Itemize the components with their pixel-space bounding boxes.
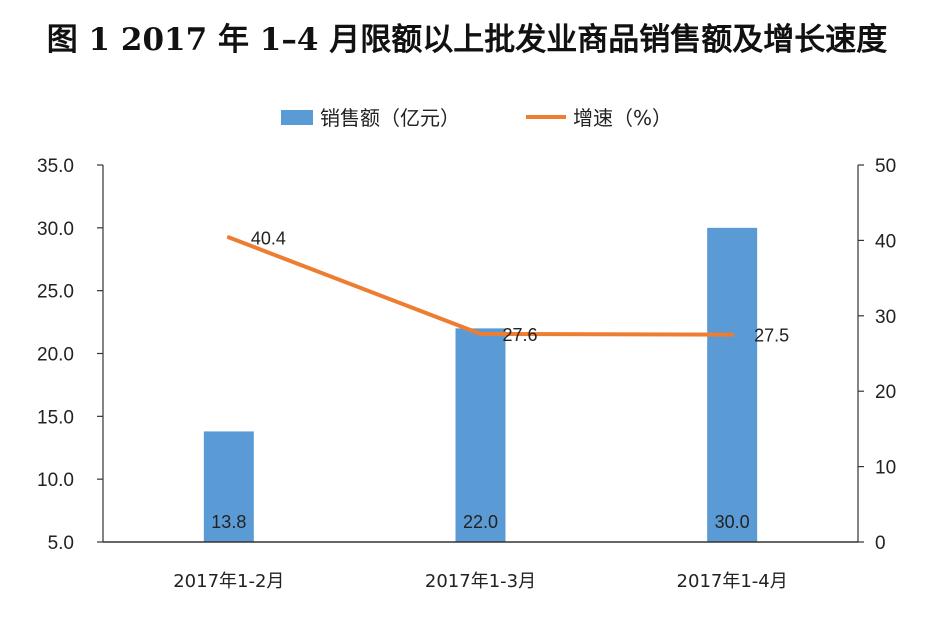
bar — [707, 227, 758, 543]
line-point — [478, 331, 483, 336]
left-tick-label: 10.0 — [37, 470, 74, 491]
left-tick-label: 15.0 — [37, 407, 74, 428]
right-tick-label: 50 — [875, 156, 896, 177]
left-tick-label: 5.0 — [48, 533, 74, 554]
right-tick-label: 0 — [875, 533, 886, 554]
left-tick-label: 30.0 — [37, 219, 74, 240]
category-label: 2017年1-2月 — [173, 571, 284, 592]
line-point — [730, 332, 735, 337]
right-tick-label: 10 — [875, 458, 896, 479]
bar — [455, 328, 506, 542]
legend-bar-swatch — [281, 110, 313, 125]
bar-value-label: 13.8 — [211, 512, 246, 532]
line-point — [226, 235, 231, 240]
left-tick-label: 25.0 — [37, 282, 74, 303]
bar-value-label: 22.0 — [463, 512, 498, 532]
bar — [203, 431, 254, 542]
legend-bar-label: 销售额（亿元） — [320, 106, 460, 130]
right-tick-label: 30 — [875, 307, 896, 328]
category-label: 2017年1-3月 — [425, 571, 536, 592]
right-tick-label: 20 — [875, 382, 896, 403]
growth-line — [228, 235, 733, 337]
legend-line-label: 增速（%） — [573, 106, 672, 130]
line-value-label: 27.6 — [503, 325, 538, 345]
left-tick-label: 20.0 — [37, 345, 74, 366]
chart-title: 图 1 2017 年 1–4 月限额以上批发业商品销售额及增长速度 — [46, 22, 888, 58]
bar-value-label: 30.0 — [715, 512, 750, 532]
line-value-label: 27.5 — [754, 326, 789, 346]
right-tick-label: 40 — [875, 231, 896, 252]
line-value-label: 40.4 — [251, 228, 286, 248]
left-tick-label: 35.0 — [37, 156, 74, 177]
category-label: 2017年1-4月 — [677, 571, 788, 592]
